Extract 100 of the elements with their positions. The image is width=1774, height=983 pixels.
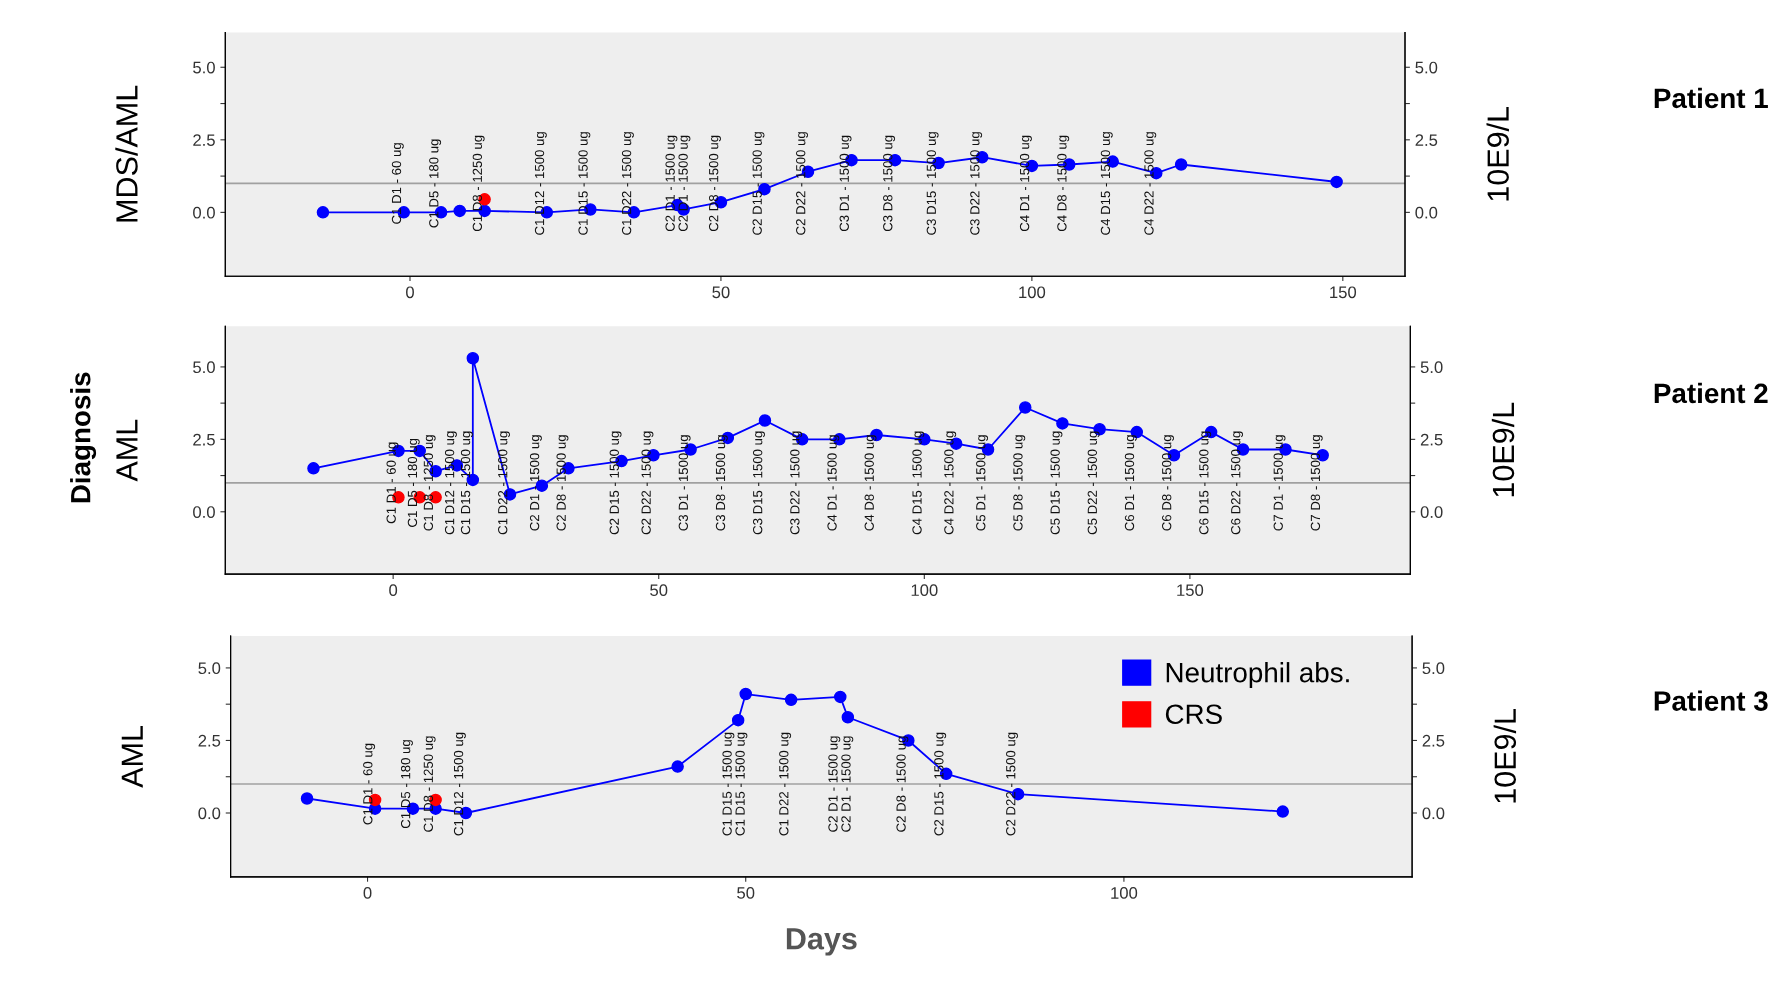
annotation: C5 D22 - 1500 ug [1087,431,1100,535]
annotation: C1 D15 - 1500 ug [722,732,735,836]
point [316,206,330,219]
annotation: C1 D15 - 1500 ug [578,132,591,235]
point [841,710,855,724]
annotation: C1 D5 - 180 ug [400,740,413,829]
y2-tick-label: 5.0 [1420,361,1443,374]
annotation: C4 D8 - 1500 ug [1057,135,1070,232]
annotation: C6 D1 - 1500 ug [1124,435,1137,531]
point [1276,805,1290,818]
point [1330,175,1343,189]
annotation: C1 D1 - 60 ug [363,743,376,825]
annotation: C1 D12 - 1500 ug [453,732,466,836]
x-tick-label: 150 [1177,584,1204,597]
annotation: C4 D22 - 1500 ug [944,431,957,535]
annotation: C4 D8 - 1500 ug [864,435,877,531]
annotation: C3 D22 - 1500 ug [790,431,803,535]
annotation: C2 D22 - 1500 ug [1006,732,1019,836]
point [731,713,745,727]
annotation: C1 D12 - 1500 ug [444,431,457,535]
x-axis-title: Days [786,928,857,956]
y-tick-label: 5.0 [193,61,215,74]
annotation: C6 D8 - 1500 ug [1162,435,1174,531]
x-tick-label: 0 [363,887,372,899]
annotation: C1 D8 - 1250 ug [423,435,436,531]
y-tick-label: 2.5 [198,734,221,747]
annotation: C7 D8 - 1500 ug [1310,435,1323,531]
point [535,479,549,492]
point [834,690,847,704]
y-tick-label: 0.0 [193,506,215,518]
annotation: C3 D8 - 1500 ug [715,435,728,531]
y2-tick-label: 0.0 [1420,506,1443,518]
y2-tick-label: 5.0 [1415,61,1438,74]
x-tick-label: 100 [911,584,938,597]
annotation: C2 D1 - 1500 ug [678,135,691,232]
y2-tick-label: 0.0 [1422,807,1445,820]
annotation: C2 D1 - 1500 ug [841,736,854,832]
annotation: C1 D1 - 60 ug [386,442,399,524]
point [1018,401,1032,414]
annotation: C2 D15 - 1500 ug [609,431,622,535]
y-axis-title: AML [121,726,143,788]
x-tick-label: 50 [712,286,730,299]
annotation: C2 D15 - 1500 ug [934,732,947,836]
text: Patient 3 [1654,690,1768,711]
annotation: C2 D8 - 1500 ug [708,135,721,232]
annotation: C1 D12 - 1500 ug [534,132,547,235]
text: Patient 2 [1654,382,1768,404]
annotation: C1 D5 - 180 ug [429,139,442,228]
x-tick-label: 0 [406,286,414,299]
point [739,687,752,701]
annotation: C2 D15 - 1500 ug [752,132,765,235]
annotation: C2 D22 - 1500 ug [796,132,808,235]
x-tick-label: 150 [1330,286,1357,299]
y-tick-label: 0.0 [198,807,221,820]
y2-tick-label: 2.5 [1420,433,1443,446]
y2-axis-title: 10E9/L [1486,106,1509,201]
y-tick-label: 2.5 [193,134,215,147]
y-tick-label: 5.0 [198,662,221,675]
point [466,351,480,365]
point [453,204,466,218]
legend-label: Neutrophil abs. [1166,662,1349,688]
annotation: C2 D1 - 1500 ug [665,135,678,232]
y-axis-title: AML [116,419,138,482]
annotation: C4 D1 - 1500 ug [827,435,840,531]
annotation: C4 D15 - 1500 ug [1100,132,1113,235]
annotation: C1 D8 - 1250 ug [423,736,436,832]
y-tick-label: 0.0 [193,206,215,219]
y2-tick-label: 2.5 [1422,734,1445,747]
y-tick-label: 5.0 [193,361,215,374]
y2-tick-label: 0.0 [1415,206,1438,219]
annotation: C4 D22 - 1500 ug [1144,132,1157,235]
y2-axis-title: 10E9/L [1493,709,1517,803]
y2-axis-title: 10E9/L [1491,402,1515,497]
point [307,462,320,475]
annotation: C2 D8 - 1500 ug [896,736,909,832]
text: Diagnosis [70,372,97,503]
text: Patient 1 [1654,87,1768,109]
point [671,760,684,773]
annotation: C1 D22 - 1500 ug [498,431,510,535]
annotation: C2 D1 - 1500 ug [828,736,841,832]
annotation: C1 D15 - 1500 ug [460,431,473,535]
annotation: C4 D15 - 1500 ug [912,431,925,535]
annotation: C1 D1 - 60 ug [391,143,404,224]
annotation: C3 D15 - 1500 ug [926,132,939,235]
annotation: C5 D8 - 1500 ug [1013,435,1026,531]
point [300,792,314,805]
annotation: C6 D22 - 1500 ug [1231,431,1244,535]
y2-tick-label: 5.0 [1422,662,1445,675]
x-tick-label: 50 [650,584,668,597]
point [758,414,772,427]
annotation: C3 D22 - 1500 ug [970,132,983,235]
legend-label: CRS [1165,704,1222,725]
annotation: C6 D15 - 1500 ug [1199,431,1212,535]
annotation: C5 D15 - 1500 ug [1050,431,1063,535]
annotation: C1 D22 - 1500 ug [621,132,634,235]
y2-tick-label: 2.5 [1415,134,1438,147]
y-axis-title: MDS/AML [115,85,138,222]
annotation: C1 D22 - 1500 ug [779,732,792,836]
annotation: C1 D8 - 1250 ug [472,135,485,232]
annotation: C3 D15 - 1500 ug [753,431,765,535]
